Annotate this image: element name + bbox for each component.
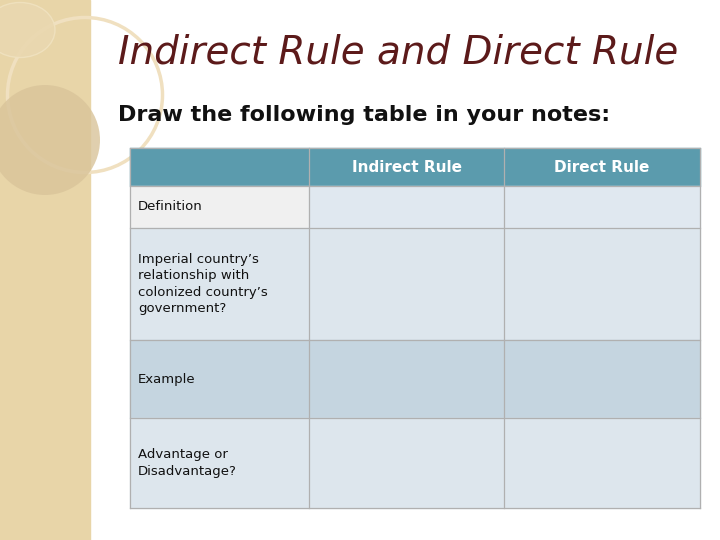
- Bar: [130, 340, 309, 418]
- Text: Definition: Definition: [138, 200, 203, 213]
- Text: Indirect Rule: Indirect Rule: [351, 159, 462, 174]
- Bar: [504, 418, 700, 508]
- Text: Indirect Rule and Direct Rule: Indirect Rule and Direct Rule: [118, 33, 678, 71]
- Bar: [504, 228, 700, 340]
- Ellipse shape: [0, 85, 100, 195]
- Text: Example: Example: [138, 373, 196, 386]
- Text: Imperial country’s
relationship with
colonized country’s
government?: Imperial country’s relationship with col…: [138, 253, 268, 315]
- Bar: [309, 418, 504, 508]
- Bar: [0, 0, 90, 540]
- Bar: [309, 228, 504, 340]
- Bar: [504, 186, 700, 228]
- Bar: [504, 148, 700, 186]
- Bar: [130, 228, 309, 340]
- Text: Draw the following table in your notes:: Draw the following table in your notes:: [118, 105, 610, 125]
- Bar: [130, 148, 309, 186]
- Bar: [309, 186, 504, 228]
- Bar: [130, 418, 309, 508]
- Bar: [309, 148, 504, 186]
- Bar: [130, 186, 309, 228]
- Text: Direct Rule: Direct Rule: [554, 159, 649, 174]
- Text: Advantage or
Disadvantage?: Advantage or Disadvantage?: [138, 448, 237, 478]
- Bar: [504, 340, 700, 418]
- Bar: [309, 340, 504, 418]
- Ellipse shape: [0, 3, 55, 57]
